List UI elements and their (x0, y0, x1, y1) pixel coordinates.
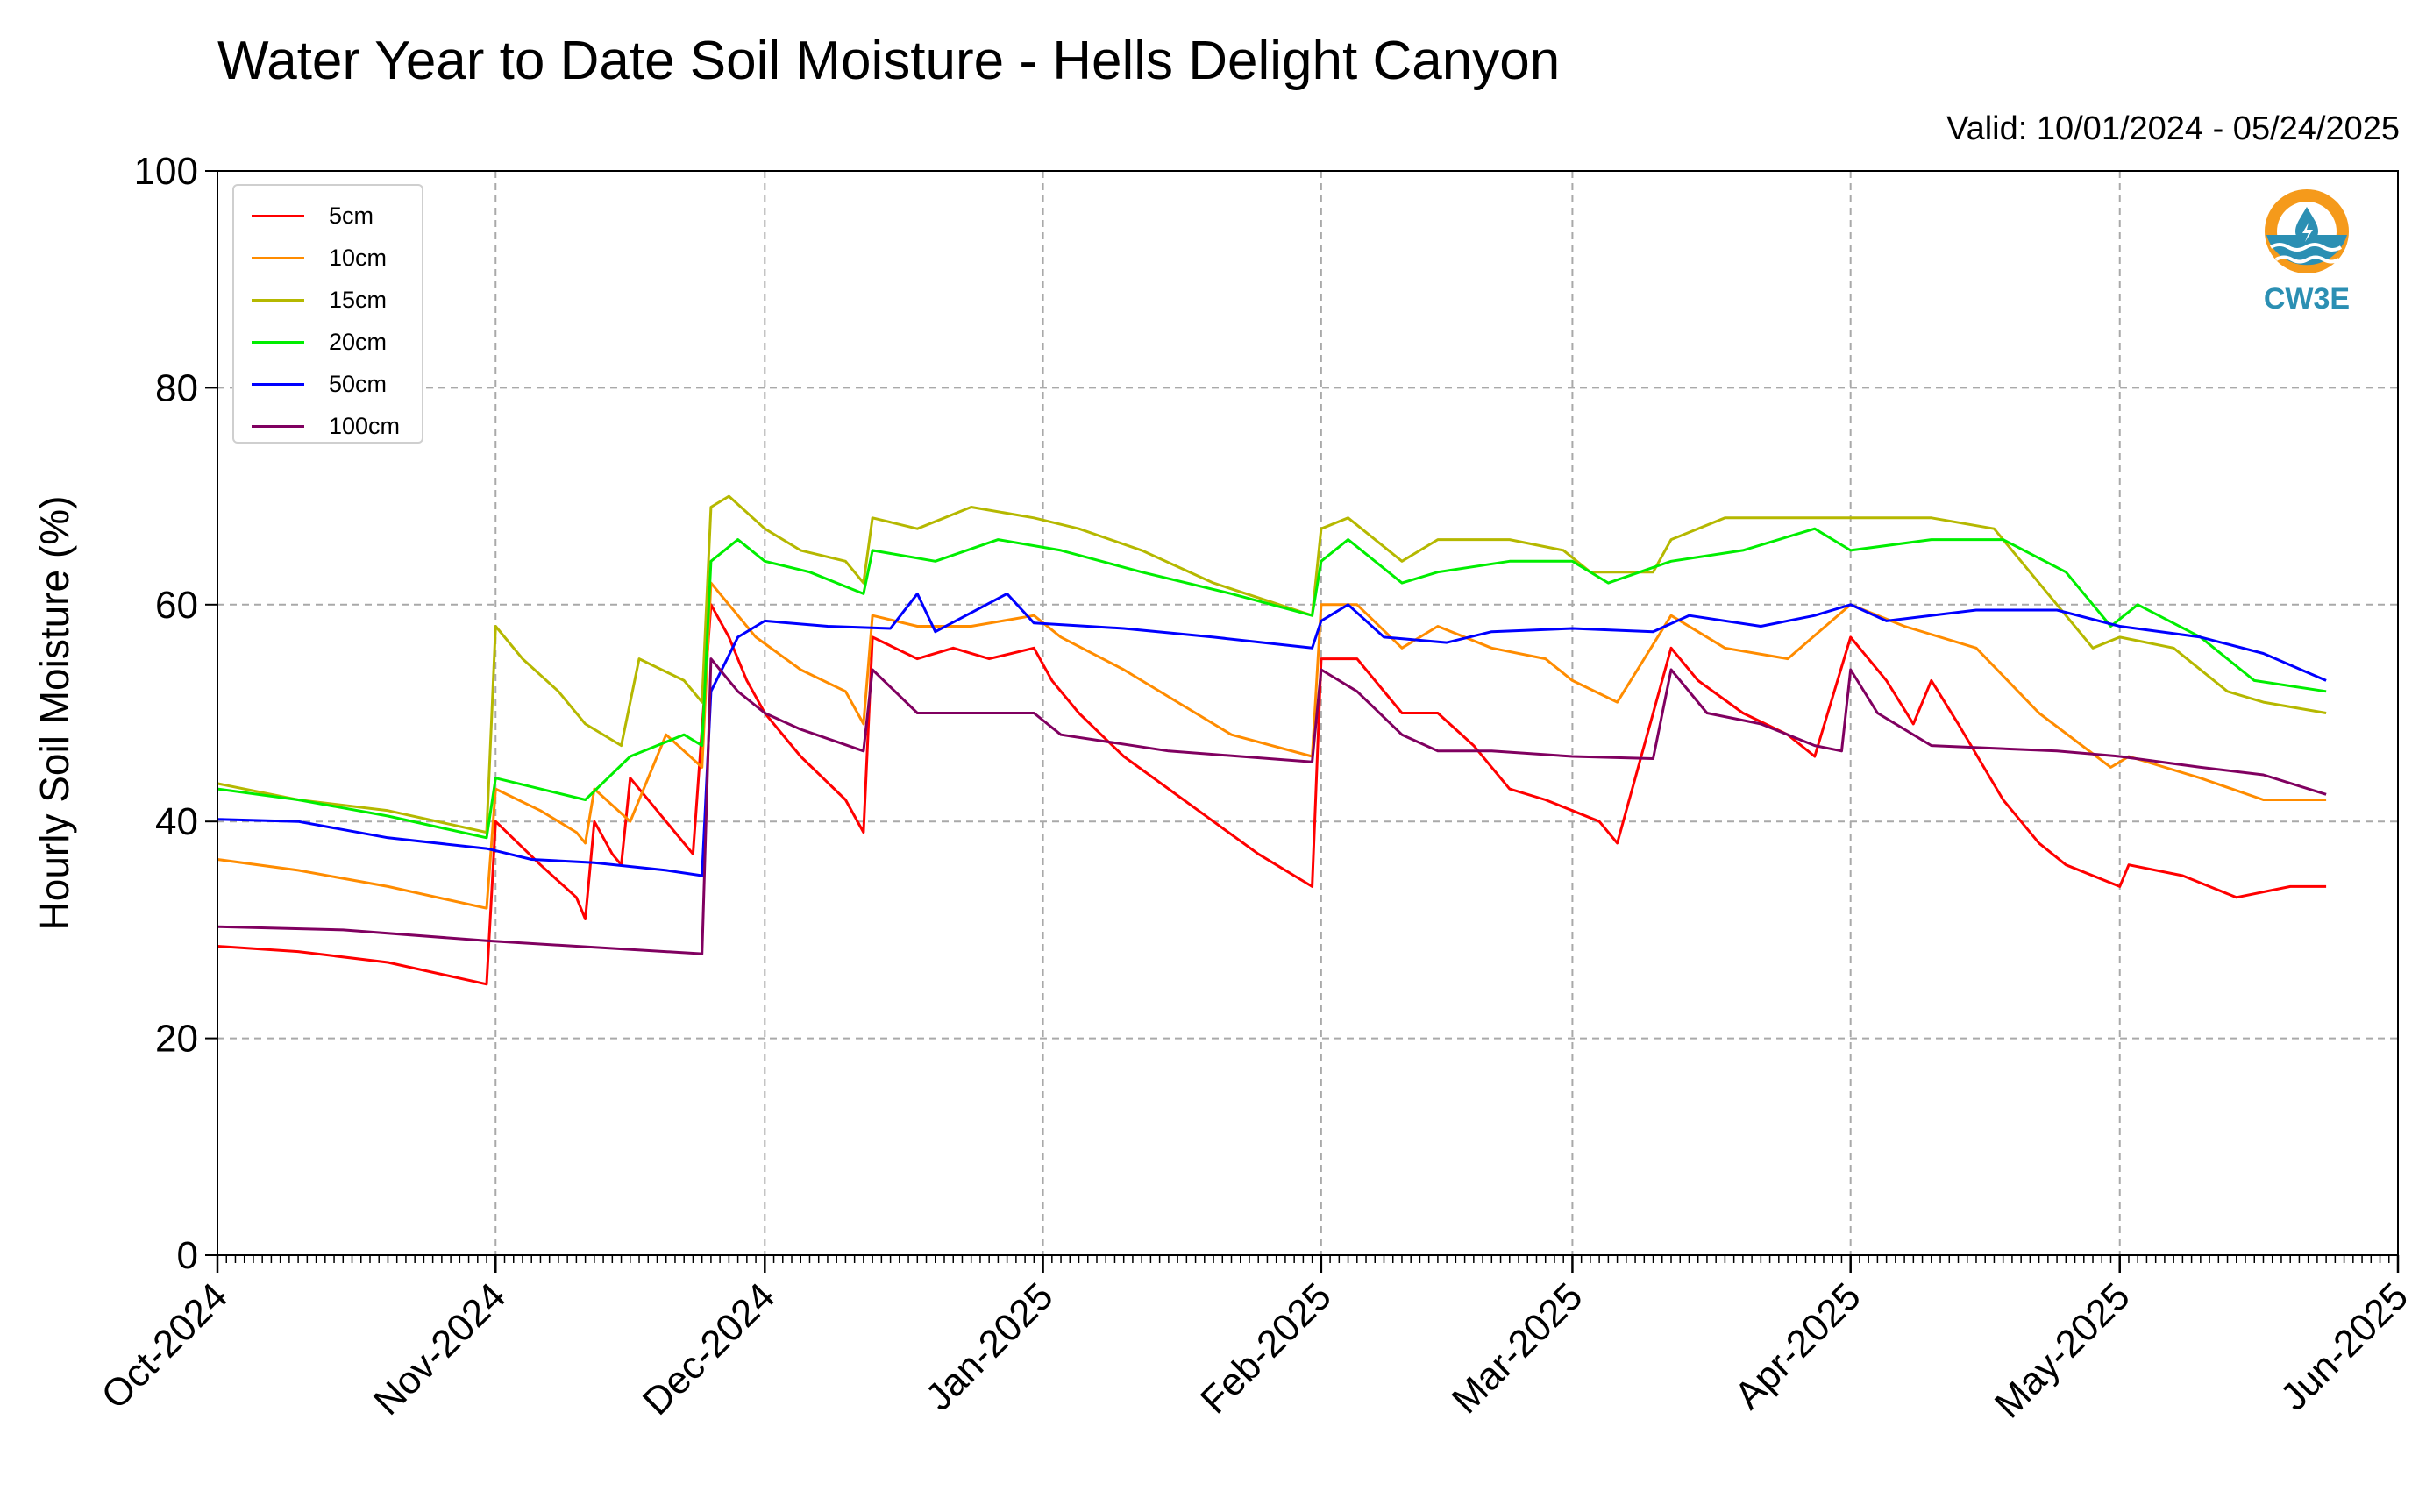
legend-swatch (252, 382, 304, 386)
legend-item-50cm: 50cm (234, 363, 422, 405)
chart-title: Water Year to Date Soil Moisture - Hells… (217, 31, 1561, 91)
legend-label: 100cm (329, 412, 401, 439)
x-axis: Oct-2024 Nov-2024 Dec-2024 Jan-2025 Feb-2025… (93, 1255, 2416, 1426)
series-line-50cm (217, 592, 2327, 877)
x-tick-label: Dec-2024 (635, 1274, 784, 1423)
series-line-15cm (217, 494, 2327, 834)
legend-swatch (252, 256, 304, 259)
plot-frame (217, 170, 2399, 1256)
legend-item-15cm: 15cm (234, 279, 422, 321)
x-tick-label: Jun-2025 (2273, 1274, 2416, 1418)
legend-swatch (252, 340, 304, 344)
legend-item-5cm: 5cm (234, 195, 422, 237)
legend-item-20cm: 20cm (234, 321, 422, 363)
cw3e-logo: CW3E (2250, 184, 2364, 324)
valid-date-range: Valid: 10/01/2024 - 05/24/2025 (1946, 110, 2400, 147)
y-tick-label: 100 (134, 150, 198, 193)
y-axis-label: Hourly Soil Moisture (%) (32, 496, 77, 931)
x-tick-label: May-2025 (1987, 1274, 2138, 1426)
x-tick-label: Jan-2025 (917, 1274, 1061, 1418)
logo-text: CW3E (2263, 282, 2351, 316)
series-line-20cm (217, 527, 2327, 840)
series-line-5cm (217, 603, 2327, 986)
legend-label: 15cm (329, 286, 388, 313)
legend-item-100cm: 100cm (234, 405, 422, 447)
legend-label: 50cm (329, 370, 388, 397)
legend-swatch (252, 298, 304, 302)
grid-lines (217, 170, 2399, 1256)
series-line-100cm (217, 657, 2327, 955)
y-tick-label: 0 (177, 1234, 198, 1277)
y-tick-label: 20 (155, 1018, 198, 1061)
series-lines (217, 494, 2327, 986)
x-tick-label: Apr-2025 (1726, 1274, 1869, 1417)
legend-swatch (252, 214, 304, 217)
y-axis: 0 20 40 60 80 100 (134, 150, 217, 1277)
legend-item-10cm: 10cm (234, 237, 422, 279)
legend: 5cm 10cm 15cm 20cm 50cm 100cm (232, 184, 423, 444)
y-tick-label: 60 (155, 584, 198, 627)
y-tick-label: 80 (155, 366, 198, 409)
x-tick-label: Oct-2024 (93, 1274, 236, 1417)
legend-label: 10cm (329, 244, 388, 271)
x-tick-label: Nov-2024 (366, 1274, 515, 1423)
y-tick-label: 40 (155, 800, 198, 843)
legend-swatch (252, 424, 304, 428)
x-tick-label: Mar-2025 (1444, 1274, 1591, 1422)
legend-label: 5cm (329, 202, 374, 229)
x-tick-label: Feb-2025 (1192, 1274, 1340, 1422)
water-drop-icon (2265, 189, 2349, 273)
legend-label: 20cm (329, 328, 388, 355)
